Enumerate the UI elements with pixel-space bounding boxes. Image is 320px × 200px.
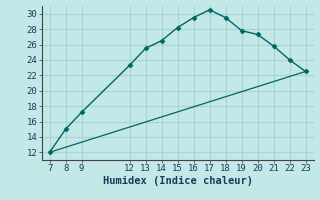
X-axis label: Humidex (Indice chaleur): Humidex (Indice chaleur) bbox=[103, 176, 252, 186]
